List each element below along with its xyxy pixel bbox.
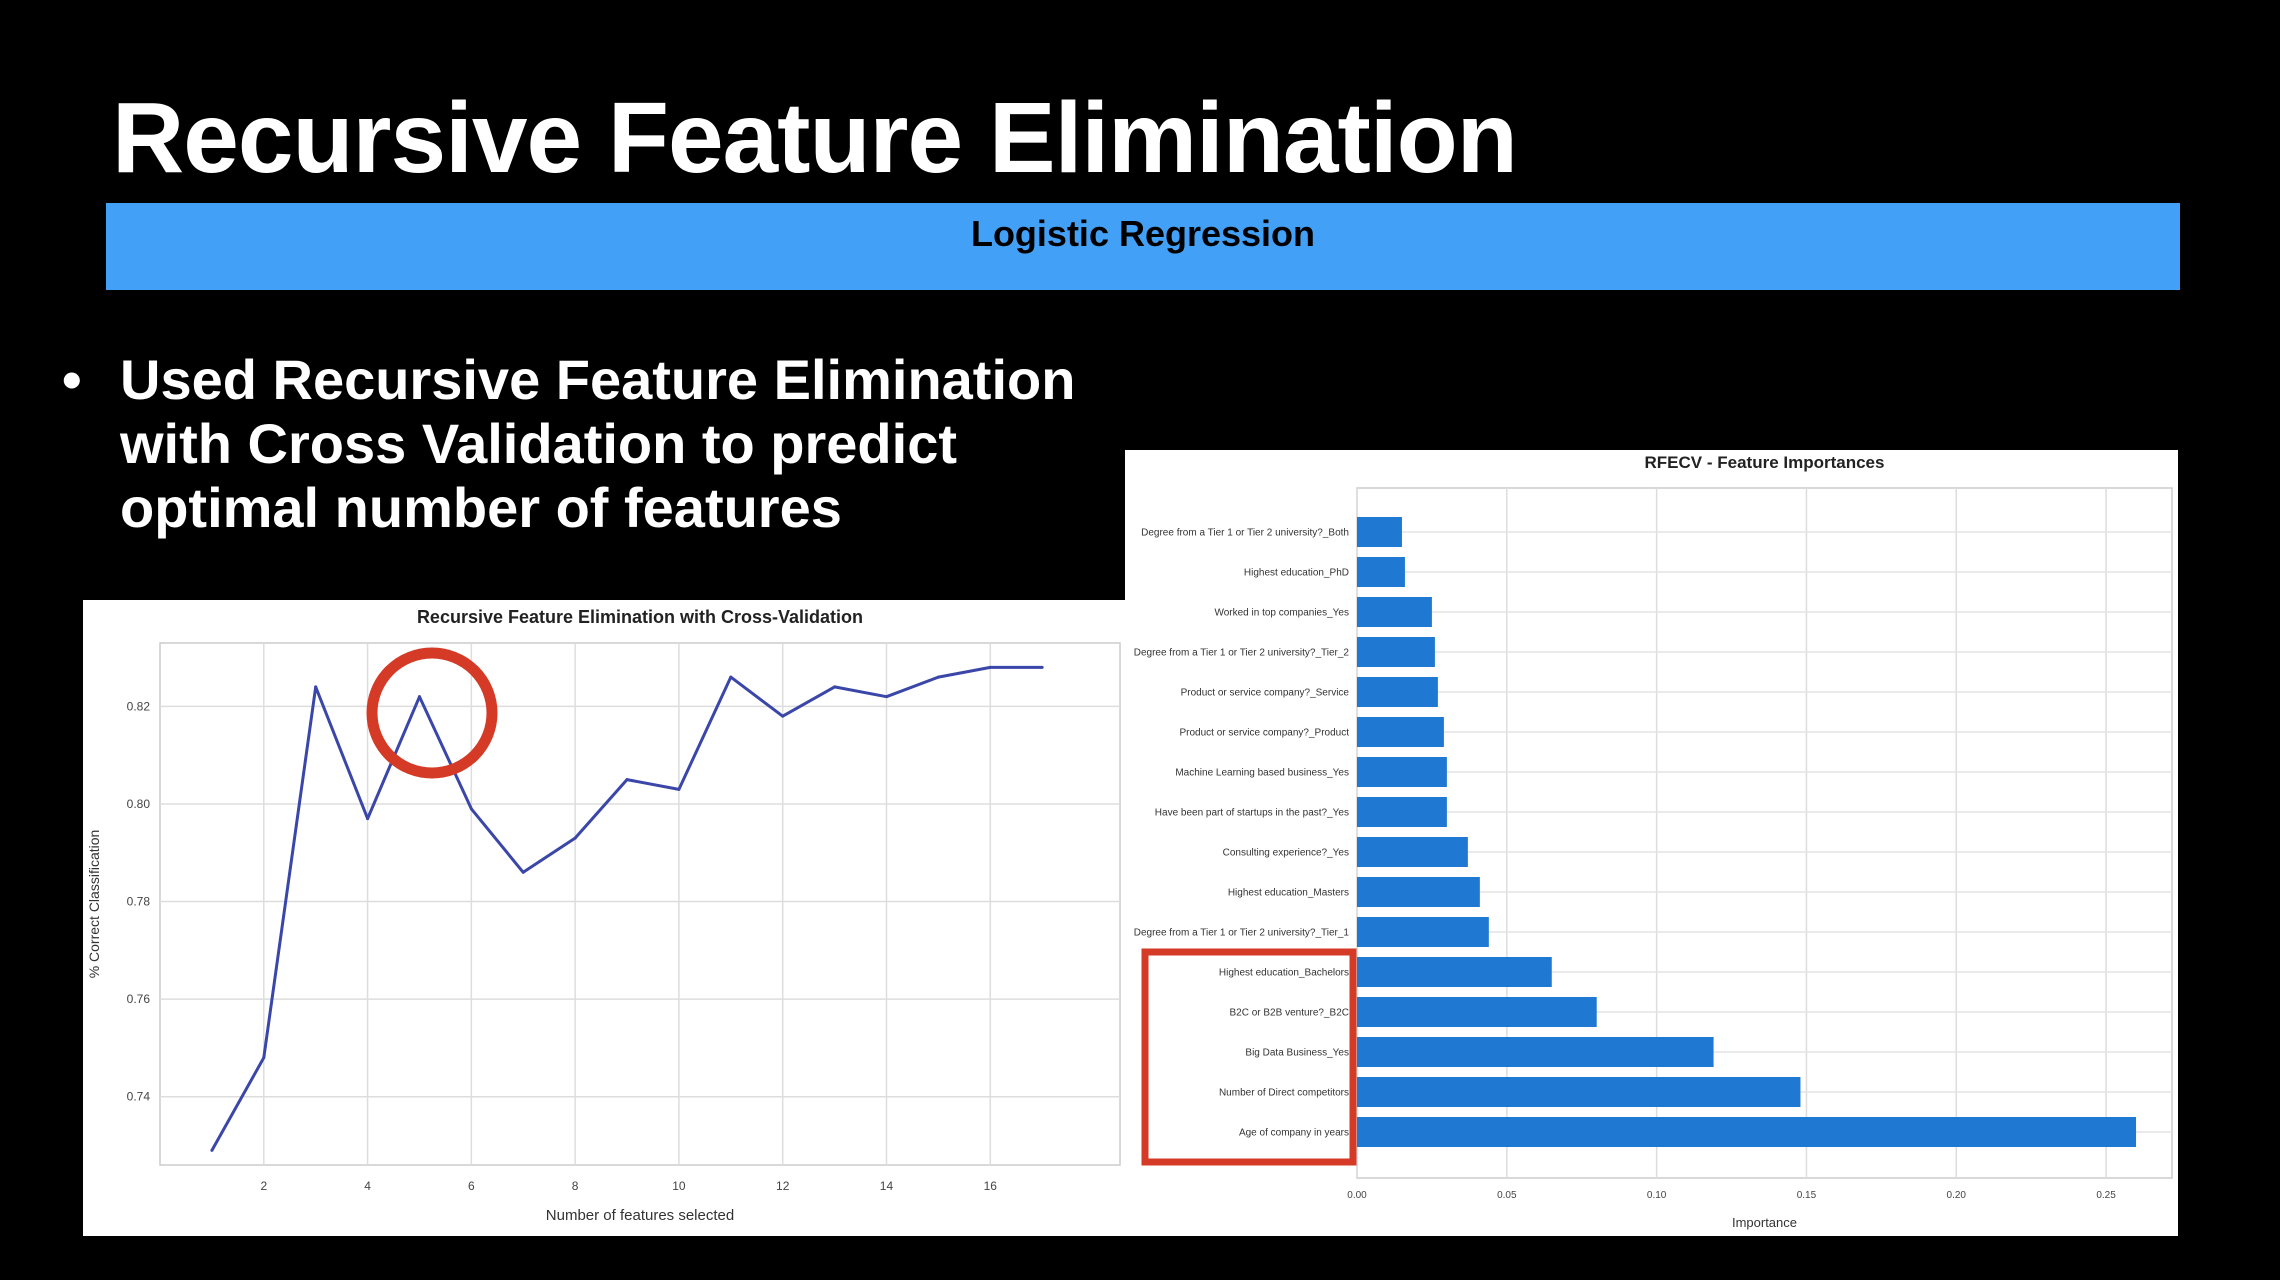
importance-bar <box>1357 637 1435 667</box>
x-tick-label: 2 <box>260 1179 267 1193</box>
x-tick-label: 0.25 <box>2096 1190 2116 1201</box>
x-tick-label: 12 <box>776 1179 790 1193</box>
accuracy-point <box>884 695 888 699</box>
accuracy-point <box>573 836 577 840</box>
slide-title: Recursive Feature Elimination <box>112 82 1518 194</box>
bullet-dot-icon: • <box>62 348 82 411</box>
plot-area <box>1356 487 2173 1179</box>
x-tick-label: 0.20 <box>1947 1190 1967 1201</box>
x-tick-label: 0.05 <box>1497 1190 1517 1201</box>
x-tick-label: 6 <box>468 1179 475 1193</box>
y-tick-label: 0.74 <box>127 1090 151 1104</box>
category-label: Degree from a Tier 1 or Tier 2 universit… <box>1134 648 1350 659</box>
y-tick-label: 0.82 <box>127 699 151 713</box>
line-chart-title: Recursive Feature Elimination with Cross… <box>417 607 863 627</box>
rfecv-line-chart: 2 4 6 8 10 12 14 16 0.74 0.76 0.78 0.80 0.82 Recursiv… <box>86 607 1121 1224</box>
importance-bar <box>1357 677 1438 707</box>
x-tick-label: 0.00 <box>1347 1190 1367 1201</box>
y-tick-label: 0.80 <box>127 797 151 811</box>
rfecv-line-chart-panel: 2 4 6 8 10 12 14 16 0.74 0.76 0.78 0.80 0.82 Recursiv… <box>83 600 1125 1236</box>
category-label: Highest education_Bachelors <box>1219 968 1349 979</box>
category-label: Age of company in years <box>1239 1128 1349 1139</box>
importance-bar <box>1357 917 1489 947</box>
accuracy-point <box>210 1148 214 1152</box>
category-label: Number of Direct competitors <box>1219 1088 1349 1099</box>
importance-bar <box>1357 877 1480 907</box>
category-label: Product or service company?_Service <box>1181 688 1350 699</box>
category-label: Degree from a Tier 1 or Tier 2 universit… <box>1141 528 1349 539</box>
accuracy-point <box>988 665 992 669</box>
accuracy-point <box>936 675 940 679</box>
category-label: Highest education_PhD <box>1244 568 1349 579</box>
accuracy-point <box>314 685 318 689</box>
x-tick-label: 16 <box>984 1179 998 1193</box>
accuracy-point <box>625 778 629 782</box>
feature-importance-chart-panel: 0.00 0.05 0.10 0.15 0.20 0.25 Degree from a Ti… <box>1125 450 2178 1236</box>
y-tick-label: 0.78 <box>127 895 151 909</box>
accuracy-point <box>469 807 473 811</box>
importance-bar <box>1357 997 1597 1027</box>
category-label: Big Data Business_Yes <box>1245 1048 1349 1059</box>
highlight-rectangle <box>1141 948 1357 1166</box>
accuracy-point <box>781 714 785 718</box>
importance-bar <box>1357 1117 2137 1147</box>
category-label: Highest education_Masters <box>1228 888 1349 899</box>
accuracy-point <box>1040 665 1044 669</box>
category-label: Machine Learning based business_Yes <box>1175 768 1349 779</box>
accuracy-point <box>677 787 681 791</box>
accuracy-point <box>366 817 370 821</box>
x-tick-label: 14 <box>880 1179 894 1193</box>
category-label: Worked in top companies_Yes <box>1214 608 1349 619</box>
bullet-text: Used Recursive Feature Elimination with … <box>120 348 1076 539</box>
x-tick-label: 8 <box>572 1179 579 1193</box>
highlight-circle <box>366 647 498 779</box>
accuracy-point <box>521 870 525 874</box>
y-axis-label: % Correct Classification <box>86 830 102 979</box>
accuracy-point <box>417 695 421 699</box>
x-axis-label: Number of features selected <box>546 1207 734 1224</box>
y-tick-label: 0.76 <box>127 992 151 1006</box>
category-label: Have been part of startups in the past?_… <box>1155 808 1349 819</box>
accuracy-point <box>729 675 733 679</box>
x-tick-label: 4 <box>364 1179 371 1193</box>
bar-chart-title: RFECV - Feature Importances <box>1645 453 1885 472</box>
plot-area <box>159 642 1121 1166</box>
category-label: Consulting experience?_Yes <box>1223 848 1349 859</box>
importance-bar <box>1357 717 1444 747</box>
importance-bar <box>1357 557 1405 587</box>
feature-importance-chart: 0.00 0.05 0.10 0.15 0.20 0.25 Degree from a Ti… <box>1134 453 2173 1230</box>
subtitle-banner: Logistic Regression <box>106 203 2180 290</box>
subtitle-text: Logistic Regression <box>970 213 1316 254</box>
importance-bar <box>1357 517 1402 547</box>
category-label: Degree from a Tier 1 or Tier 2 universit… <box>1134 928 1350 939</box>
importance-bar <box>1357 757 1447 787</box>
x-axis-label: Importance <box>1732 1215 1797 1230</box>
importance-bar <box>1357 797 1447 827</box>
importance-bar <box>1357 1037 1714 1067</box>
importance-bar <box>1357 837 1468 867</box>
category-label: Product or service company?_Product <box>1179 728 1349 739</box>
category-label: B2C or B2B venture?_B2C <box>1229 1008 1349 1019</box>
importance-bar <box>1357 597 1432 627</box>
x-tick-label: 0.10 <box>1647 1190 1667 1201</box>
accuracy-point <box>262 1056 266 1060</box>
x-tick-label: 10 <box>672 1179 686 1193</box>
importance-bar <box>1357 1077 1801 1107</box>
x-tick-label: 0.15 <box>1797 1190 1817 1201</box>
accuracy-point <box>833 685 837 689</box>
importance-bar <box>1357 957 1552 987</box>
